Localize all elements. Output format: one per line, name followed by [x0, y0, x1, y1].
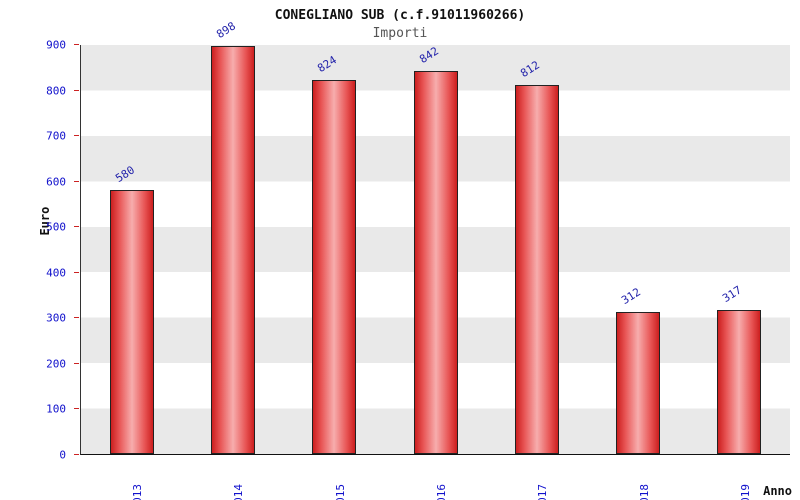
y-tick-mark	[74, 362, 79, 364]
chart-subtitle: Importi	[372, 26, 428, 41]
bar-2017	[514, 85, 559, 454]
x-axis-title: Anno	[763, 484, 792, 498]
y-tick-mark	[74, 180, 79, 182]
x-tick-label-2019: 2019	[739, 484, 753, 500]
y-tick-label: 700	[46, 129, 66, 143]
bar-2013	[109, 190, 154, 454]
y-tick-label: 500	[46, 220, 66, 234]
x-tick-label-2016: 2016	[435, 484, 448, 500]
y-tick-mark	[74, 226, 79, 228]
y-tick-label: 400	[46, 266, 66, 280]
bar-value-label: 317	[720, 283, 745, 305]
bar-2018	[616, 312, 661, 454]
y-tick-mark	[74, 89, 79, 91]
y-tick-mark	[74, 454, 79, 455]
bar-2019	[717, 309, 762, 454]
y-tick-mark	[74, 44, 79, 45]
y-tick-label: 300	[46, 311, 66, 325]
bar-value-label: 842	[416, 44, 441, 67]
y-tick-mark	[74, 135, 79, 137]
y-tick-mark	[74, 408, 79, 410]
y-tick-label: 200	[46, 357, 66, 371]
bar-value-label: 812	[517, 58, 542, 80]
bar-value-label: 312	[619, 285, 643, 308]
bar-value-label: 824	[315, 52, 340, 75]
x-tick-label-2017: 2017	[536, 484, 550, 500]
bar-2014	[210, 45, 255, 454]
y-tick-label: 100	[46, 402, 66, 416]
x-tick-label-2013: 2013	[130, 484, 144, 500]
y-tick-label: 800	[46, 84, 66, 98]
bar-value-label: 580	[112, 163, 137, 186]
y-tick-label: 600	[46, 175, 66, 189]
y-tick-label: 0	[59, 448, 66, 462]
x-tick-label-2018: 2018	[637, 484, 651, 500]
bar-2016	[413, 71, 458, 454]
y-tick-mark	[74, 317, 79, 319]
plot-area: 580 898 824 842 812 312 317	[80, 19, 790, 455]
chart-title: CONEGLIANO SUB (c.f.91011960266)	[274, 8, 526, 23]
bar-2015	[312, 79, 357, 454]
x-axis: 2013 2014 2015 2016 2017 2018 2019	[80, 457, 790, 500]
y-tick-label: 900	[46, 38, 66, 52]
y-tick-mark	[74, 271, 79, 273]
x-tick-label-2014: 2014	[232, 484, 246, 500]
x-tick-label-2015: 2015	[333, 484, 347, 500]
y-axis: 0 100 200 300 400 500 600 700 800 900	[0, 39, 79, 462]
